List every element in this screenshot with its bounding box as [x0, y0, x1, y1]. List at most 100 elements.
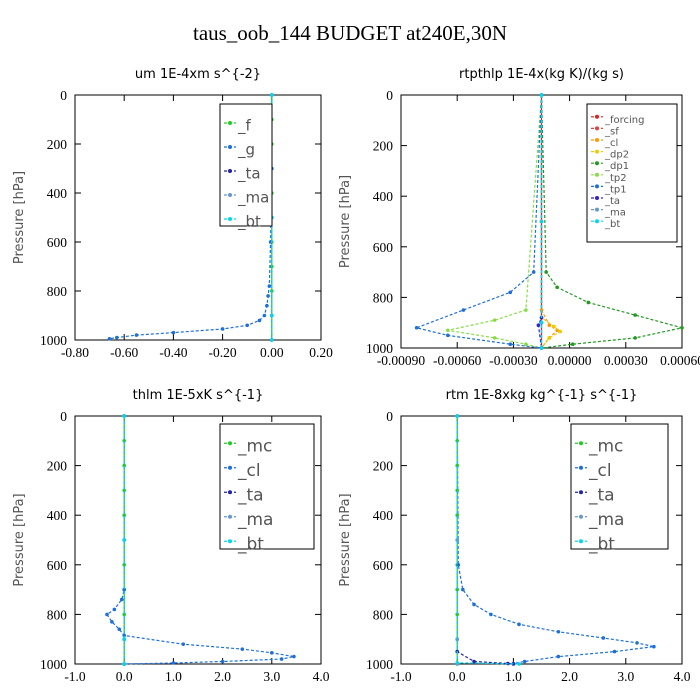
panel-title: rtpthlp 1E-4x(kg K)/(kg s): [459, 67, 624, 82]
x-tick-label: -0.40: [159, 345, 187, 360]
x-tick-label: -0.00030: [489, 353, 538, 368]
data-point: [461, 308, 466, 312]
data-point: [245, 323, 249, 328]
data-point: [472, 659, 476, 664]
x-tick-label: 0.00030: [604, 353, 648, 368]
data-point: [539, 346, 544, 350]
y-tick-label: 0: [386, 409, 393, 424]
data-point: [556, 629, 561, 634]
legend: _f _g _ta _ma _bt: [219, 103, 273, 232]
x-tick-label: 2.0: [561, 669, 578, 684]
x-tick-label: 3.0: [617, 669, 634, 684]
legend-box: [570, 423, 669, 550]
y-axis-label: Pressure [hPa]: [338, 493, 353, 586]
legend-label: _dp2: [604, 150, 629, 161]
data-point: [414, 325, 419, 330]
legend-box: [586, 103, 678, 243]
data-point: [455, 439, 460, 443]
data-point: [270, 338, 274, 342]
data-point: [633, 313, 637, 317]
data-point: [220, 659, 225, 664]
y-axis-label: Pressure [hPa]: [12, 171, 27, 264]
data-point: [635, 641, 639, 645]
series-line: [456, 416, 514, 665]
data-point: [517, 622, 521, 627]
data-point: [122, 612, 126, 617]
x-tick-label: -1.0: [390, 669, 412, 684]
data-point: [522, 659, 527, 664]
legend-marker: [228, 465, 232, 470]
data-point: [524, 342, 528, 347]
legend-label: _ta: [604, 196, 620, 207]
y-tick-label: 800: [47, 607, 68, 622]
data-point: [266, 294, 270, 298]
legend-label: _ta: [588, 485, 615, 505]
data-point: [122, 439, 126, 443]
series-line: [540, 95, 559, 349]
panel-title: thlm 1E-5xK s^{-1}: [133, 388, 264, 403]
y-tick-label: 200: [373, 139, 394, 154]
data-point: [461, 587, 465, 592]
data-point: [539, 320, 544, 325]
legend-label: _ma: [237, 510, 273, 530]
legend-label: _cl: [588, 461, 612, 481]
data-point: [511, 662, 516, 666]
data-point: [544, 270, 548, 274]
data-point: [508, 342, 513, 347]
data-point: [181, 642, 186, 646]
y-tick-label: 0: [60, 88, 67, 103]
data-point: [279, 657, 284, 661]
data-point: [492, 336, 497, 340]
legend-label: _sf: [604, 126, 619, 137]
y-tick-label: 1000: [366, 341, 393, 356]
legend-marker: [228, 441, 232, 446]
series-line: [106, 416, 295, 665]
data-point: [536, 323, 541, 328]
legend-label: _ta: [237, 485, 264, 505]
series-line: [414, 94, 543, 349]
panel-1: um 1E-4xm s^{-2} Pressure [hPa] -0.80 -0.60…: [12, 67, 333, 360]
y-tick-label: 200: [373, 459, 394, 474]
data-point: [492, 318, 497, 322]
x-tick-label: 0.00000: [548, 353, 592, 368]
y-tick-label: 600: [47, 558, 68, 573]
x-tick-label: 0.00060: [660, 353, 700, 368]
y-tick-label: 400: [373, 189, 394, 204]
legend-marker: [228, 217, 232, 221]
legend-box: [219, 423, 315, 550]
legend-marker: [595, 149, 599, 154]
legend-marker: [228, 145, 232, 149]
series-line: [456, 415, 655, 665]
legend-marker: [228, 539, 232, 544]
series-line: [540, 94, 683, 349]
legend-marker: [595, 207, 599, 212]
x-tick-label: -0.60: [110, 345, 138, 360]
y-tick-label: 1000: [366, 657, 393, 672]
y-axis-label: Pressure [hPa]: [12, 493, 27, 586]
x-tick-label: 0.0: [449, 669, 466, 684]
data-point: [633, 336, 637, 340]
data-point: [508, 290, 513, 295]
panel-2: rtpthlp 1E-4x(kg K)/(kg s) Pressure [hPa]…: [338, 67, 700, 368]
y-tick-label: 0: [60, 409, 67, 424]
data-point: [122, 587, 126, 592]
plot-frame: [74, 94, 322, 341]
legend-marker: [228, 121, 232, 125]
data-point: [134, 333, 139, 337]
legend-label: _dp1: [604, 161, 629, 172]
x-tick-label: 2.0: [214, 669, 231, 684]
data-point: [531, 270, 536, 274]
data-point: [455, 414, 460, 418]
data-point: [117, 627, 122, 632]
x-tick-label: -0.00060: [433, 353, 482, 368]
y-tick-label: 1000: [40, 657, 67, 672]
legend-marker: [595, 219, 599, 224]
legend-marker: [579, 514, 583, 519]
legend-label: _bt: [588, 534, 615, 554]
data-point: [555, 285, 559, 290]
data-point: [558, 329, 563, 334]
plot-frame: [400, 415, 683, 665]
data-point: [455, 587, 460, 592]
legend-label: _bt: [237, 213, 261, 232]
